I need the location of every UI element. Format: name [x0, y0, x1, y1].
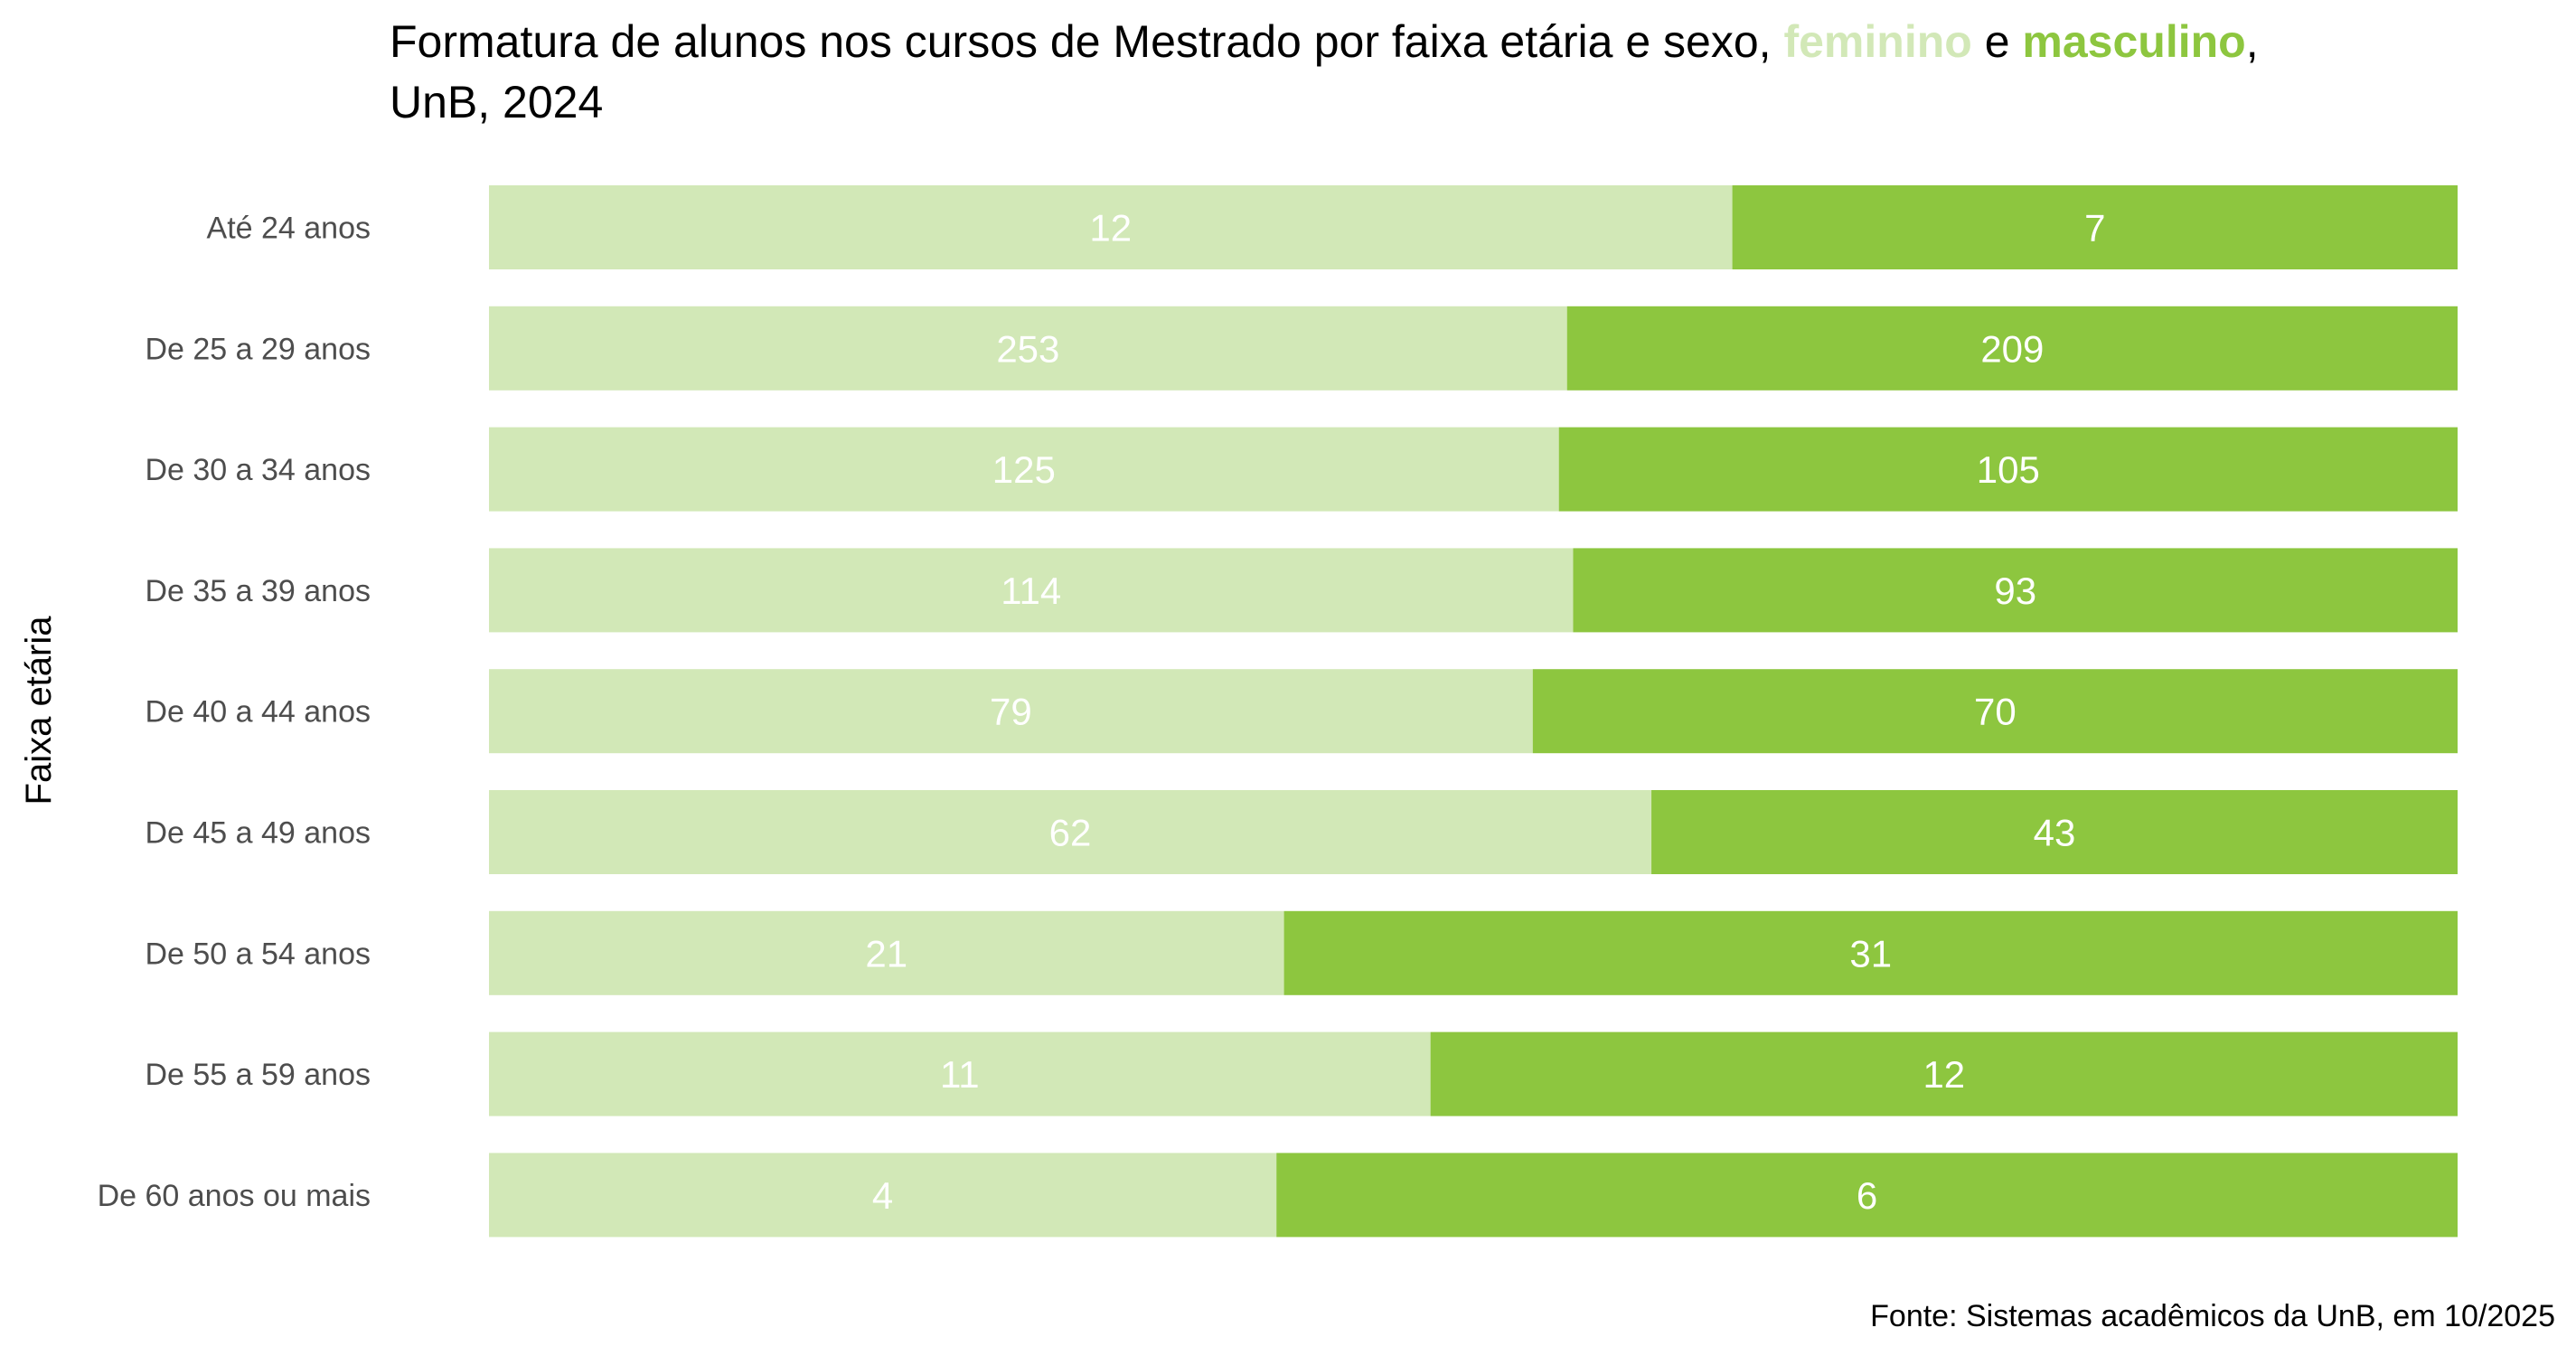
value-label-feminino: 4 [872, 1174, 893, 1217]
value-label-feminino: 79 [990, 691, 1032, 733]
bar-feminino [489, 548, 1574, 633]
title-connector: e [1972, 16, 2023, 67]
category-label: De 55 a 59 anos [145, 1058, 371, 1092]
value-label-masculino: 93 [1994, 570, 2036, 612]
bar-masculino [1532, 669, 2458, 754]
bar-masculino [1732, 185, 2458, 269]
category-label: Até 24 anos [207, 212, 371, 246]
value-labels: 12 7 253 209 125 105 114 93 79 70 62 43 21 31 11 12 4 6 [865, 207, 2105, 1217]
bar-masculino [1651, 790, 2458, 874]
source-caption: Fonte: Sistemas acadêmicos da UnB, em 10… [1870, 1299, 2555, 1333]
bar-masculino [1566, 306, 2458, 391]
chart-title-line1: Formatura de alunos nos cursos de Mestra… [390, 16, 2259, 67]
y-axis-label: Faixa etária [19, 616, 59, 805]
bar-feminino [489, 427, 1559, 512]
value-label-feminino: 114 [1001, 570, 1061, 612]
value-label-feminino: 62 [1049, 812, 1092, 854]
value-label-feminino: 125 [992, 448, 1056, 491]
bar-masculino [1276, 1153, 2458, 1238]
bar-masculino [1558, 427, 2458, 512]
category-label: De 40 a 44 anos [145, 695, 371, 730]
value-label-feminino: 11 [940, 1053, 980, 1096]
category-label: De 45 a 49 anos [145, 816, 371, 851]
title-series1-word: feminino [1783, 16, 1971, 67]
bars-group [489, 185, 2458, 1238]
value-label-masculino: 70 [1974, 691, 2017, 733]
category-label: De 25 a 29 anos [145, 332, 371, 366]
bar-feminino [489, 669, 1533, 754]
value-label-masculino: 105 [1977, 448, 2040, 491]
bar-feminino [489, 790, 1652, 874]
value-label-masculino: 209 [1980, 327, 2044, 370]
bar-masculino [1283, 910, 2458, 995]
category-labels: Até 24 anos De 25 a 29 anos De 30 a 34 ano… [98, 212, 371, 1213]
bar-feminino [489, 910, 1284, 995]
value-label-masculino: 12 [1923, 1053, 1965, 1096]
bar-feminino [489, 306, 1567, 391]
bar-feminino [489, 1153, 1277, 1238]
bar-feminino [489, 185, 1733, 269]
value-label-feminino: 253 [996, 327, 1059, 370]
title-suffix: , [2246, 16, 2259, 67]
value-label-masculino: 6 [1857, 1174, 1877, 1217]
bar-masculino [1430, 1031, 2458, 1116]
category-label: De 50 a 54 anos [145, 937, 371, 971]
value-label-masculino: 31 [1849, 932, 1892, 975]
category-label: De 35 a 39 anos [145, 574, 371, 608]
category-label: De 30 a 34 anos [145, 453, 371, 487]
title-prefix: Formatura de alunos nos cursos de Mestra… [390, 16, 1783, 67]
value-label-feminino: 12 [1089, 207, 1132, 250]
value-label-masculino: 43 [2034, 812, 2076, 854]
category-label: De 60 anos ou mais [98, 1179, 371, 1213]
bar-masculino [1573, 548, 2458, 633]
bar-feminino [489, 1031, 1431, 1116]
value-label-feminino: 21 [865, 932, 907, 975]
chart-title-line2: UnB, 2024 [390, 77, 603, 127]
value-label-masculino: 7 [2084, 207, 2105, 250]
title-series2-word: masculino [2022, 16, 2245, 67]
